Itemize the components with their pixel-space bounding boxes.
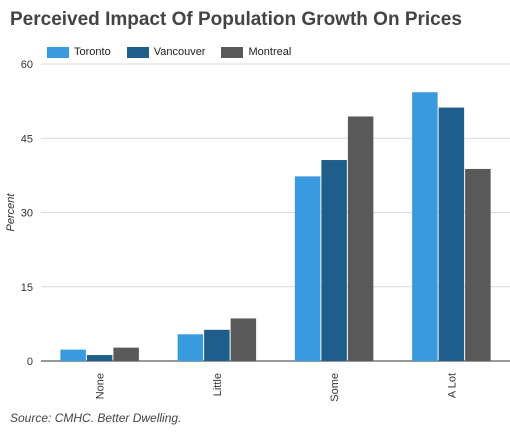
bar (412, 92, 438, 361)
bar (230, 318, 257, 361)
legend-label-toronto: Toronto (74, 46, 111, 58)
y-tick-label: 60 (21, 59, 33, 71)
bar (438, 107, 465, 361)
x-tick-label: None (95, 373, 107, 399)
bar (204, 329, 230, 361)
legend-swatch-vancouver (126, 46, 149, 58)
chart-title: Perceived Impact Of Population Growth On… (10, 9, 462, 30)
bar (113, 347, 139, 361)
legend-label-vancouver: Vancouver (153, 46, 206, 58)
bar-chart: 0 15 30 45 60 Percent None Little Some A Lot (5, 59, 510, 402)
bar (177, 334, 204, 361)
x-tick-label: Little (212, 373, 224, 396)
legend-label-montreal: Montreal (248, 46, 292, 58)
bar (347, 116, 374, 361)
y-tick-label: 30 (21, 208, 33, 220)
legend-item-vancouver: Vancouver (126, 46, 206, 58)
bar (465, 168, 491, 361)
source-note: Source: CMHC. Better Dwelling. (10, 411, 182, 425)
y-axis-label: Percent (5, 193, 17, 232)
legend-item-toronto: Toronto (47, 46, 111, 58)
chart-legend: Toronto Vancouver Montreal (47, 46, 291, 58)
x-tick-label: Some (329, 373, 341, 402)
y-tick-label: 0 (27, 356, 33, 368)
bar (321, 160, 347, 361)
legend-swatch-montreal (221, 46, 244, 58)
y-tick-label: 15 (21, 282, 33, 294)
y-tick-label: 45 (21, 133, 33, 145)
bar (60, 349, 86, 361)
legend-swatch-toronto (47, 46, 69, 58)
bar (294, 176, 321, 361)
x-tick-label: A Lot (446, 373, 458, 398)
legend-item-montreal: Montreal (221, 46, 291, 58)
bar (86, 355, 113, 361)
